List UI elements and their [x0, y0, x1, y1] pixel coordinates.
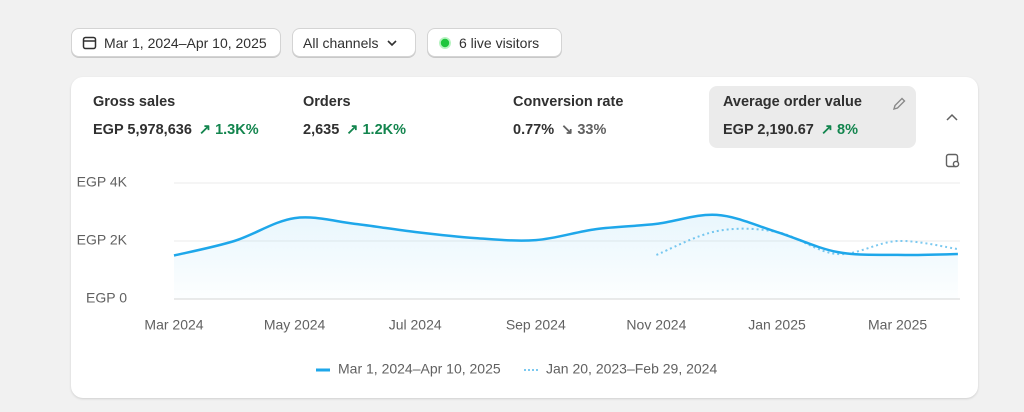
x-tick-label: Jan 2025	[748, 317, 806, 333]
metric-value: EGP 5,978,636	[93, 122, 192, 138]
legend-label: Mar 1, 2024–Apr 10, 2025	[338, 361, 501, 377]
metric-label: Average order value	[723, 94, 862, 110]
metric[interactable]: Average order value EGP 2,190.67 ↗ 8%	[723, 94, 862, 138]
x-tick-label: Jul 2024	[389, 317, 442, 333]
legend-label: Jan 20, 2023–Feb 29, 2024	[546, 361, 717, 377]
metric-change: 1.2K%	[362, 122, 407, 138]
calendar-icon	[82, 36, 97, 50]
date-range: Mar 1, 2024–Apr 10, 2025	[104, 34, 267, 51]
y-tick-label: EGP 0	[86, 290, 127, 306]
metric-value: 2,635	[303, 122, 340, 138]
collapse-icon[interactable]	[945, 112, 959, 124]
x-tick-label: May 2024	[264, 317, 326, 333]
metric-highlight[interactable]	[709, 86, 916, 148]
series-line	[173, 213, 958, 257]
metric-label: Conversion rate	[513, 94, 624, 110]
metric-change: 1.3K%	[215, 122, 259, 138]
metric[interactable]: Orders 2,635 ↗ 1.2K%	[303, 94, 407, 138]
metric-label: Orders	[303, 94, 351, 110]
live-dot	[439, 36, 451, 49]
area	[174, 214, 958, 299]
metric-change: 33%	[577, 122, 607, 138]
metric[interactable]: Conversion rate 0.77% ↘ 33%	[513, 94, 624, 138]
metric-change: 8%	[837, 122, 858, 138]
metric-value: EGP 2,190.67	[723, 122, 814, 138]
edit-icon[interactable]	[891, 96, 907, 112]
x-tick-label: Nov 2024	[626, 317, 686, 333]
x-tick-label: Mar 2025	[868, 317, 927, 333]
live-visitors: 6 live visitors	[459, 34, 540, 51]
live-button[interactable]: 6 live visitors	[427, 28, 562, 57]
y-tick-label: EGP 2K	[77, 232, 128, 248]
metric-label: Gross sales	[93, 94, 176, 110]
report-icon[interactable]	[945, 153, 961, 169]
date-button[interactable]: Mar 1, 2024–Apr 10, 2025	[71, 28, 281, 57]
x-tick-label: Sep 2024	[506, 317, 566, 333]
channels: All channels	[303, 34, 379, 51]
channels-button[interactable]: All channels	[292, 28, 416, 57]
x-tick-label: Mar 2024	[144, 317, 203, 333]
metric[interactable]: Gross sales EGP 5,978,636 ↗ 1.3K%	[93, 94, 259, 138]
chevron-down	[386, 39, 397, 46]
metric-value: 0.77%	[513, 122, 555, 138]
y-tick-label: EGP 4K	[77, 174, 128, 190]
